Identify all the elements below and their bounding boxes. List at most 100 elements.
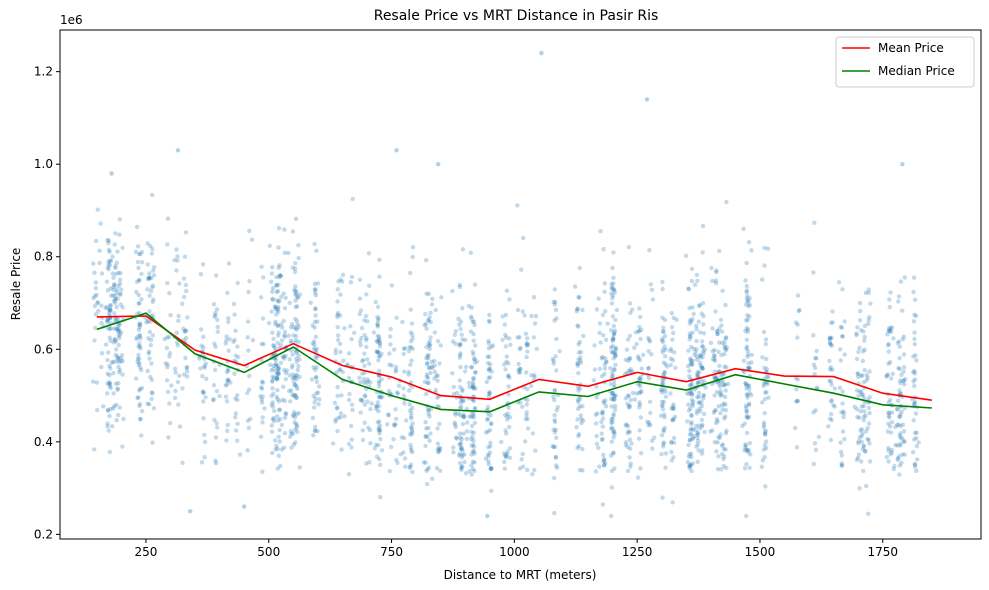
scatter-point — [533, 448, 538, 453]
scatter-point — [107, 326, 113, 332]
scatter-point — [529, 313, 534, 319]
scatter-point — [554, 336, 559, 342]
scatter-point — [270, 297, 275, 302]
scatter-point — [346, 397, 352, 403]
x-tick-label: 1750 — [867, 545, 898, 559]
scatter-point — [258, 434, 264, 439]
scatter-point — [601, 452, 606, 458]
scatter-point — [747, 390, 752, 396]
scatter-point — [635, 381, 640, 387]
scatter-point — [101, 404, 106, 409]
scatter-point — [291, 393, 296, 399]
scatter-point — [136, 352, 141, 358]
scatter-point — [108, 308, 113, 313]
scatter-point — [552, 413, 557, 418]
scatter-point — [270, 378, 275, 383]
scatter-point — [863, 413, 868, 418]
scatter-point — [280, 325, 285, 330]
scatter-point — [113, 381, 119, 386]
scatter-point — [531, 295, 537, 300]
scatter-point — [574, 425, 579, 430]
scatter-point — [534, 346, 539, 352]
scatter-point — [889, 419, 895, 425]
scatter-point — [894, 406, 900, 412]
scatter-point — [599, 419, 604, 425]
scatter-point — [865, 436, 870, 442]
scatter-point — [812, 441, 818, 446]
scatter-point — [712, 375, 717, 380]
scatter-point — [235, 344, 240, 349]
scatter-point — [610, 416, 615, 422]
scatter-point — [698, 353, 704, 358]
scatter-point — [829, 343, 835, 348]
scatter-point — [862, 323, 868, 329]
scatter-point — [746, 361, 751, 366]
scatter-point — [292, 427, 298, 432]
scatter-point — [294, 359, 299, 364]
scatter-point — [215, 324, 220, 330]
scatter-point — [744, 325, 749, 331]
scatter-point — [295, 304, 300, 309]
scatter-point — [518, 366, 523, 372]
scatter-point — [552, 419, 558, 425]
scatter-point — [458, 413, 463, 418]
scatter-point — [857, 435, 862, 440]
scatter-point — [107, 307, 112, 312]
scatter-point — [274, 289, 279, 295]
scatter-point — [914, 468, 919, 474]
scatter-point — [233, 396, 238, 401]
scatter-point — [765, 381, 770, 387]
scatter-point — [646, 335, 651, 341]
scatter-point — [116, 359, 122, 365]
scatter-point — [671, 315, 676, 320]
scatter-point — [660, 279, 665, 285]
scatter-point — [712, 440, 717, 445]
scatter-point — [762, 365, 767, 370]
scatter-point — [364, 344, 369, 350]
scatter-point — [108, 286, 114, 291]
scatter-point — [552, 387, 557, 393]
scatter-point — [282, 356, 287, 361]
scatter-point — [488, 421, 494, 427]
scatter-point — [691, 399, 696, 404]
scatter-point — [112, 283, 117, 288]
scatter-point — [424, 258, 429, 263]
scatter-point — [410, 430, 415, 435]
scatter-point — [866, 321, 871, 327]
scatter-point — [114, 402, 119, 407]
scatter-point — [472, 451, 477, 456]
scatter-point — [270, 404, 276, 409]
scatter-point — [912, 430, 918, 436]
scatter-point — [106, 247, 112, 253]
scatter-point — [410, 336, 415, 341]
scatter-point — [722, 345, 727, 350]
scatter-point — [273, 438, 278, 443]
scatter-point — [722, 394, 728, 400]
scatter-point — [111, 340, 116, 345]
scatter-point — [690, 403, 696, 408]
scatter-point — [112, 337, 117, 342]
scatter-point — [839, 453, 844, 458]
scatter-point — [457, 355, 462, 360]
scatter-point — [658, 413, 664, 418]
scatter-point — [428, 431, 433, 436]
scatter-point — [139, 271, 144, 277]
scatter-point — [338, 349, 343, 355]
scatter-point — [762, 245, 767, 251]
scatter-point — [625, 431, 630, 436]
scatter-point — [578, 350, 584, 355]
scatter-point — [723, 347, 728, 352]
scatter-point — [857, 345, 862, 351]
scatter-point — [201, 390, 206, 395]
scatter-point — [612, 429, 617, 435]
scatter-point — [524, 342, 529, 347]
scatter-point — [611, 413, 616, 419]
scatter-point — [887, 415, 892, 420]
scatter-point — [388, 326, 393, 332]
scatter-point — [438, 468, 443, 473]
scatter-point — [105, 357, 110, 363]
scatter-point — [863, 449, 868, 454]
scatter-point — [105, 319, 110, 325]
scatter-point — [578, 360, 584, 365]
scatter-point — [136, 265, 141, 271]
